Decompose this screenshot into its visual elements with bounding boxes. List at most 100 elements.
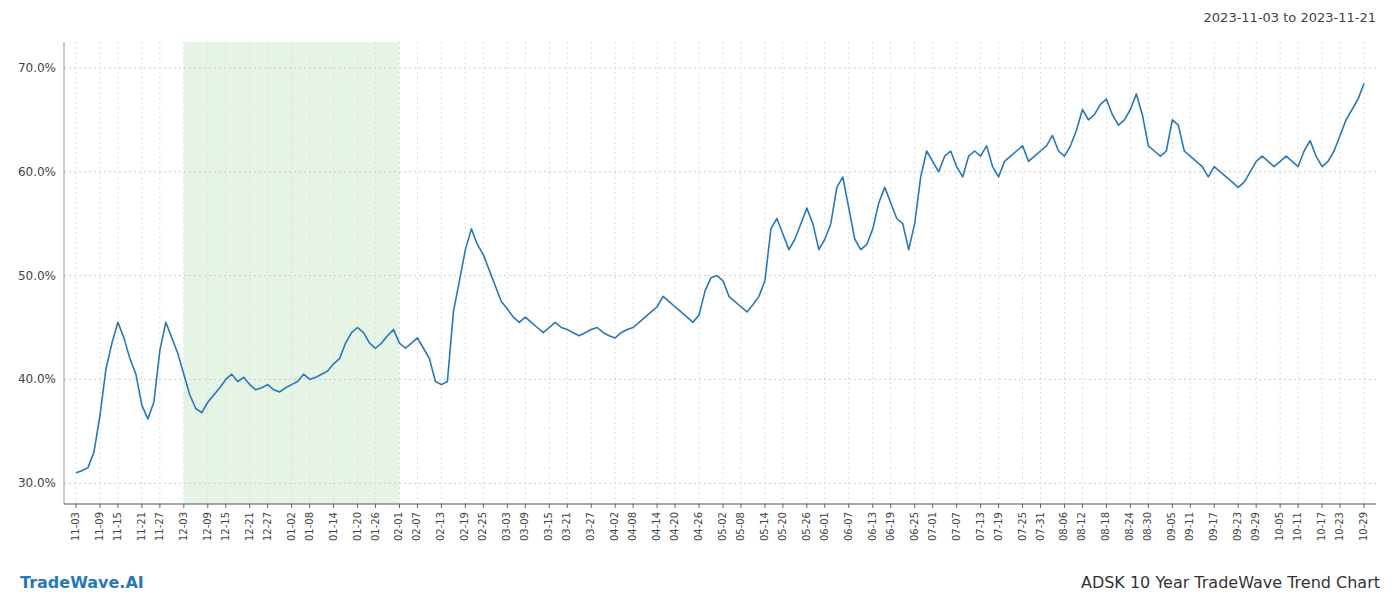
x-tick-label: 12-15: [220, 512, 231, 541]
x-tick-label: 04-02: [609, 512, 620, 541]
x-tick-label: 08-12: [1076, 512, 1087, 541]
x-grid-line: [956, 42, 957, 504]
x-grid-line: [1064, 42, 1065, 504]
x-tick-label: 07-07: [951, 512, 962, 541]
x-grid-line: [872, 42, 873, 504]
x-tick-label: 04-08: [627, 512, 638, 541]
x-tick-label: 02-07: [411, 512, 422, 541]
x-tick-label: 03-21: [561, 512, 572, 541]
x-grid-line: [291, 42, 292, 504]
x-tick-label: 06-13: [867, 512, 878, 541]
x-tick-label: 12-09: [202, 512, 213, 541]
x-tick-label: 02-25: [477, 512, 488, 541]
x-tick-label: 07-19: [993, 512, 1004, 541]
subtitle: 2023-11-03 to 2023-11-21: [1204, 10, 1376, 25]
x-grid-line: [1214, 42, 1215, 504]
x-axis-line: [64, 503, 1376, 504]
y-tick-label: 30.0%: [18, 476, 56, 490]
x-tick-label: 04-26: [693, 512, 704, 541]
x-tick-label: 06-01: [819, 512, 830, 541]
y-grid-line: [64, 171, 1376, 172]
x-grid-line: [848, 42, 849, 504]
x-grid-line: [267, 42, 268, 504]
x-grid-line: [1298, 42, 1299, 504]
x-grid-line: [591, 42, 592, 504]
x-tick-label: 11-15: [112, 512, 123, 541]
x-tick-label: 11-21: [136, 512, 147, 541]
x-grid-line: [1148, 42, 1149, 504]
x-tick-label: 10-29: [1358, 512, 1369, 541]
series-group: [76, 84, 1364, 473]
x-tick-label: 10-05: [1274, 512, 1285, 541]
x-tick-label: 10-11: [1292, 512, 1303, 541]
y-tick-label: 70.0%: [18, 61, 56, 75]
x-tick-label: 09-23: [1232, 512, 1243, 541]
x-tick-label: 07-31: [1035, 512, 1046, 541]
x-grid-line: [333, 42, 334, 504]
x-grid-line: [1190, 42, 1191, 504]
y-grid-line: [64, 275, 1376, 276]
x-grid-line: [117, 42, 118, 504]
x-grid-line: [615, 42, 616, 504]
x-tick-label: 06-25: [909, 512, 920, 541]
x-grid-line: [1106, 42, 1107, 504]
x-tick-label: 05-02: [717, 512, 728, 541]
x-tick-label: 02-13: [435, 512, 446, 541]
x-grid-line: [549, 42, 550, 504]
x-grid-line: [675, 42, 676, 504]
x-grid-line: [1340, 42, 1341, 504]
x-tick-label: 07-13: [975, 512, 986, 541]
annotation: TradeWave.AI: [20, 573, 144, 592]
x-grid-line: [1256, 42, 1257, 504]
x-tick-label: 06-19: [885, 512, 896, 541]
x-tick-label: 01-14: [328, 512, 339, 541]
x-tick-label: 07-01: [927, 512, 938, 541]
x-grid-line: [806, 42, 807, 504]
x-grid-line: [890, 42, 891, 504]
x-grid-line: [357, 42, 358, 504]
x-grid-line: [183, 42, 184, 504]
x-grid-line: [998, 42, 999, 504]
x-tick-label: 11-09: [94, 512, 105, 541]
x-tick-label: 03-15: [543, 512, 554, 541]
x-tick-label: 05-14: [759, 512, 770, 541]
x-grid-line: [525, 42, 526, 504]
x-grid-line: [699, 42, 700, 504]
x-tick-label: 02-19: [459, 512, 470, 541]
x-tick-label: 05-20: [777, 512, 788, 541]
x-grid-line: [375, 42, 376, 504]
x-grid-line: [932, 42, 933, 504]
x-grid-line: [465, 42, 466, 504]
x-grid-line: [980, 42, 981, 504]
x-tick-label: 07-25: [1017, 512, 1028, 541]
x-tick-label: 05-26: [801, 512, 812, 541]
x-grid-line: [399, 42, 400, 504]
x-tick-label: 11-27: [154, 512, 165, 541]
x-tick-label: 10-17: [1316, 512, 1327, 541]
x-tick-label: 01-02: [286, 512, 297, 541]
x-tick-label: 01-20: [352, 512, 363, 541]
x-tick-label: 12-21: [244, 512, 255, 541]
x-grid-line: [141, 42, 142, 504]
y-grid-line: [64, 67, 1376, 68]
x-grid-line: [740, 42, 741, 504]
x-grid-line: [657, 42, 658, 504]
highlight-band: [184, 42, 400, 504]
x-grid-line: [824, 42, 825, 504]
x-grid-line: [1172, 42, 1173, 504]
x-tick-label: 01-08: [304, 512, 315, 541]
x-grid-line: [1322, 42, 1323, 504]
x-tick-label: 03-09: [519, 512, 530, 541]
x-grid-line: [249, 42, 250, 504]
chart: 30.0%40.0%50.0%60.0%70.0%11-0311-0911-15…: [0, 0, 1400, 600]
x-tick-label: 09-29: [1250, 512, 1261, 541]
y-grid-line: [64, 379, 1376, 380]
x-grid-line: [483, 42, 484, 504]
x-grid-line: [722, 42, 723, 504]
x-tick-label: 08-24: [1124, 512, 1135, 541]
x-tick-label: 12-03: [178, 512, 189, 541]
x-tick-label: 03-27: [585, 512, 596, 541]
x-tick-label: 09-17: [1208, 512, 1219, 541]
x-grid-line: [75, 42, 76, 504]
x-tick-label: 12-27: [262, 512, 273, 541]
